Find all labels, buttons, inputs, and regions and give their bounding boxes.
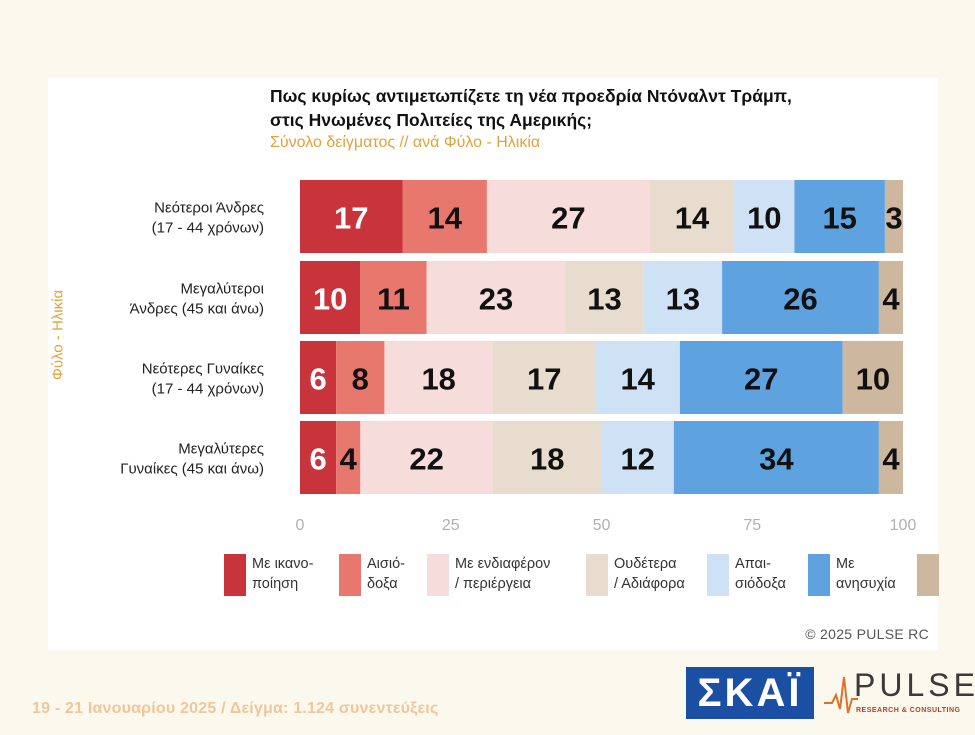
data-label: 14 xyxy=(620,362,655,397)
data-label: 4 xyxy=(882,282,900,317)
x-tick-label: 75 xyxy=(743,517,761,534)
legend-label: Με ικανο- ποίηση xyxy=(252,556,314,592)
bar-segment xyxy=(492,421,602,494)
bar-segment xyxy=(426,261,566,334)
bar-segment xyxy=(384,341,493,414)
data-label: 18 xyxy=(530,442,564,477)
bar-segment xyxy=(300,180,403,253)
legend-swatch xyxy=(427,554,449,596)
bar-segment xyxy=(360,421,493,494)
data-label: 27 xyxy=(551,201,585,236)
bar-segment xyxy=(794,180,885,253)
legend-swatch xyxy=(586,554,608,596)
data-label: 26 xyxy=(783,282,817,317)
category-label: Μεγαλύτερες xyxy=(178,441,264,458)
data-label: 14 xyxy=(427,201,462,236)
bar-segment xyxy=(565,261,644,334)
bar-segment xyxy=(336,341,385,414)
chart-title: Πως κυρίως αντιμετωπίζετε τη νέα προεδρί… xyxy=(270,84,792,132)
data-label: 23 xyxy=(479,282,513,317)
legend-label: Με ανησυχία xyxy=(836,556,896,592)
x-tick-label: 25 xyxy=(442,517,460,534)
x-tick-label: 0 xyxy=(296,517,305,534)
category-label: Μεγαλύτεροι xyxy=(180,281,264,298)
data-label: 10 xyxy=(747,201,781,236)
data-label: 22 xyxy=(409,442,443,477)
category-label: (17 - 44 χρόνων) xyxy=(152,381,264,398)
bar-segment xyxy=(601,421,674,494)
pulse-wave-icon xyxy=(824,676,858,714)
bar-segment xyxy=(402,180,487,253)
legend-label: Ουδέτερα / Αδιάφορα xyxy=(614,556,685,592)
bar-segment xyxy=(722,261,879,334)
data-label: 34 xyxy=(759,442,794,477)
legend-swatch xyxy=(707,554,729,596)
data-label: 6 xyxy=(309,362,326,397)
data-label: 6 xyxy=(309,442,326,477)
data-label: 4 xyxy=(340,442,358,477)
bar-segment xyxy=(595,341,680,414)
data-label: 17 xyxy=(527,362,561,397)
skai-logo: ΣΚΑΪ xyxy=(686,667,814,719)
bar-segment xyxy=(878,261,903,334)
data-label: 14 xyxy=(675,201,710,236)
data-label: 15 xyxy=(822,201,856,236)
bar-segment xyxy=(300,341,337,414)
bar-segment xyxy=(492,341,596,414)
chart-subtitle: Σύνολο δείγματος // ανά Φύλο - Ηλικία xyxy=(270,134,541,151)
data-label: 27 xyxy=(744,362,778,397)
data-label: 3 xyxy=(885,201,902,236)
bar-segment xyxy=(842,341,903,414)
bar-segment xyxy=(643,261,723,334)
data-label: 10 xyxy=(856,362,890,397)
bar-segment xyxy=(300,261,361,334)
title-line-2: στις Ηνωμένες Πολιτείες της Αμερικής; xyxy=(270,110,593,130)
bar-segment xyxy=(336,421,361,494)
x-tick-label: 50 xyxy=(593,517,611,534)
legend-swatch xyxy=(224,554,246,596)
category-label: Νεότεροι Άνδρες xyxy=(154,200,264,217)
legend-label: Αισιό- δοξα xyxy=(367,556,405,592)
bar-segment xyxy=(679,341,843,414)
x-tick-label: 100 xyxy=(890,517,917,534)
pulse-subtitle: RESEARCH & CONSULTING xyxy=(856,707,961,714)
data-label: 11 xyxy=(377,282,410,317)
bar-segment xyxy=(884,180,903,253)
bar-segment xyxy=(360,261,427,334)
data-label: 8 xyxy=(352,362,369,397)
legend-label: Με ενδιαφέρον / περιέργεια xyxy=(455,556,551,592)
legend-swatch xyxy=(339,554,361,596)
data-label: 17 xyxy=(334,201,368,236)
category-label: Γυναίκες (45 και άνω) xyxy=(120,461,264,478)
data-label: 13 xyxy=(666,282,700,317)
legend-swatch xyxy=(917,554,939,596)
data-label: 13 xyxy=(587,282,621,317)
bar-segment xyxy=(649,180,735,253)
category-label: Άνδρες (45 και άνω) xyxy=(130,301,264,318)
data-label: 10 xyxy=(313,282,347,317)
data-label: 12 xyxy=(620,442,654,477)
data-label: 18 xyxy=(421,362,455,397)
pulse-logo: PULSE RESEARCH & CONSULTING xyxy=(822,667,975,721)
footer-date-sample: 19 - 21 Ιανουαρίου 2025 / Δείγμα: 1.124 … xyxy=(32,700,439,717)
data-label: 4 xyxy=(882,442,900,477)
title-line-1: Πως κυρίως αντιμετωπίζετε τη νέα προεδρί… xyxy=(270,86,792,106)
copyright: © 2025 PULSE RC xyxy=(805,626,929,642)
category-label: Νεότερες Γυναίκες xyxy=(142,361,264,378)
pulse-wordmark: PULSE xyxy=(854,667,975,703)
bar-segment xyxy=(486,180,650,253)
legend-swatch xyxy=(808,554,830,596)
bar-segment xyxy=(300,421,337,494)
legend-label: Απαι- σιόδοξα xyxy=(735,556,786,592)
bar-segment xyxy=(673,421,879,494)
bar-segment xyxy=(878,421,903,494)
category-label: (17 - 44 χρόνων) xyxy=(152,220,264,237)
bar-segment xyxy=(734,180,795,253)
